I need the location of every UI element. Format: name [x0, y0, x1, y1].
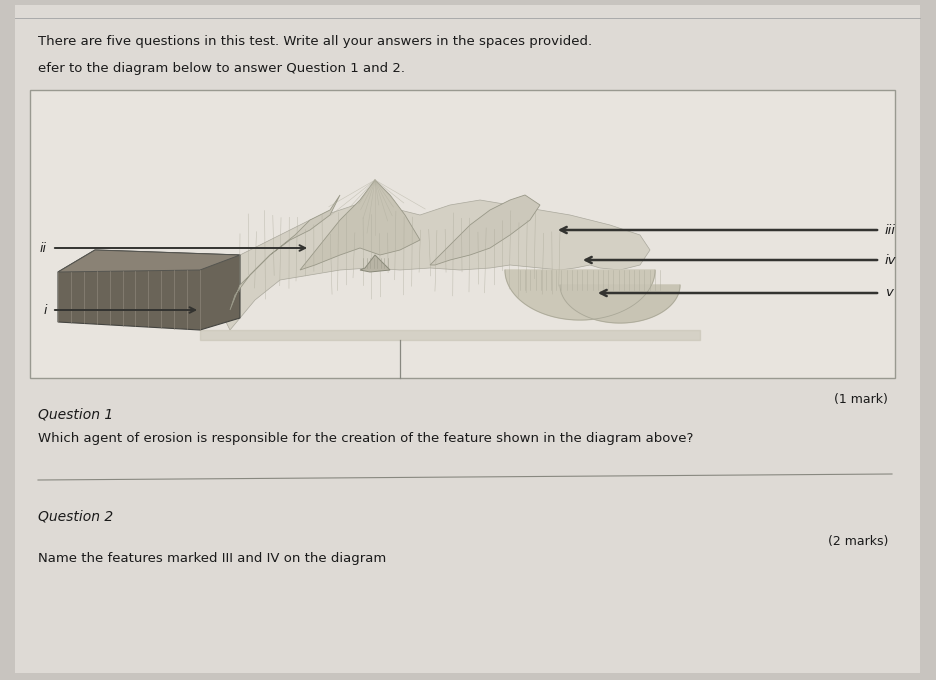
Polygon shape	[505, 270, 655, 320]
Text: (2 marks): (2 marks)	[827, 535, 888, 548]
Polygon shape	[230, 195, 340, 310]
Text: There are five questions in this test. Write all your answers in the spaces prov: There are five questions in this test. W…	[38, 35, 592, 48]
Polygon shape	[560, 285, 680, 323]
Bar	[30, 90, 895, 378]
Text: iii: iii	[885, 224, 896, 237]
Polygon shape	[58, 250, 240, 272]
Polygon shape	[300, 180, 420, 270]
Polygon shape	[210, 200, 650, 330]
Text: Which agent of erosion is responsible for the creation of the feature shown in t: Which agent of erosion is responsible fo…	[38, 432, 694, 445]
Polygon shape	[360, 255, 390, 272]
Text: iv: iv	[885, 254, 897, 267]
Text: v: v	[885, 286, 893, 299]
Text: i: i	[43, 303, 47, 316]
Polygon shape	[58, 250, 240, 330]
Text: Question 1: Question 1	[38, 408, 113, 422]
Text: efer to the diagram below to answer Question 1 and 2.: efer to the diagram below to answer Ques…	[38, 62, 405, 75]
Text: Question 2: Question 2	[38, 510, 113, 524]
Text: ii: ii	[40, 241, 47, 254]
Text: (1 mark): (1 mark)	[834, 393, 888, 406]
Polygon shape	[430, 195, 540, 265]
Text: Name the features marked III and IV on the diagram: Name the features marked III and IV on t…	[38, 552, 387, 565]
